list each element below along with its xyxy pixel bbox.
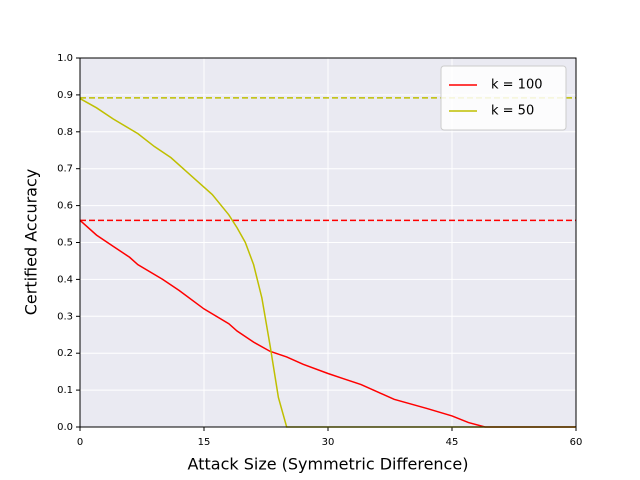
y-tick-label: 0.9	[57, 90, 73, 101]
data-line	[79, 97, 576, 428]
y-axis-label: Certified Accuracy	[22, 169, 41, 316]
y-tick-label: 0.8	[57, 127, 73, 138]
y-tick-label: 0.7	[57, 164, 73, 175]
axes-frame	[79, 57, 577, 428]
data-line	[79, 219, 576, 428]
x-tick-label: 45	[446, 437, 459, 448]
legend-label: k = 50	[491, 104, 534, 119]
x-axis-label: Attack Size (Symmetric Difference)	[188, 455, 469, 474]
y-tick-label: 0.5	[57, 238, 73, 249]
y-tick-label: 0.0	[57, 422, 73, 433]
legend-box	[440, 65, 567, 131]
x-tick-label: 15	[198, 437, 211, 448]
y-tick-label: 0.4	[57, 274, 73, 285]
y-tick-label: 0.2	[57, 348, 73, 359]
y-tick-label: 0.3	[57, 311, 73, 322]
x-tick-label: 30	[322, 437, 335, 448]
y-tick-label: 0.6	[57, 201, 73, 212]
x-tick-label: 60	[570, 437, 583, 448]
legend-label: k = 100	[491, 78, 543, 93]
x-tick-label: 0	[77, 437, 83, 448]
y-tick-label: 1.0	[57, 53, 73, 64]
y-tick-label: 0.1	[57, 385, 73, 396]
